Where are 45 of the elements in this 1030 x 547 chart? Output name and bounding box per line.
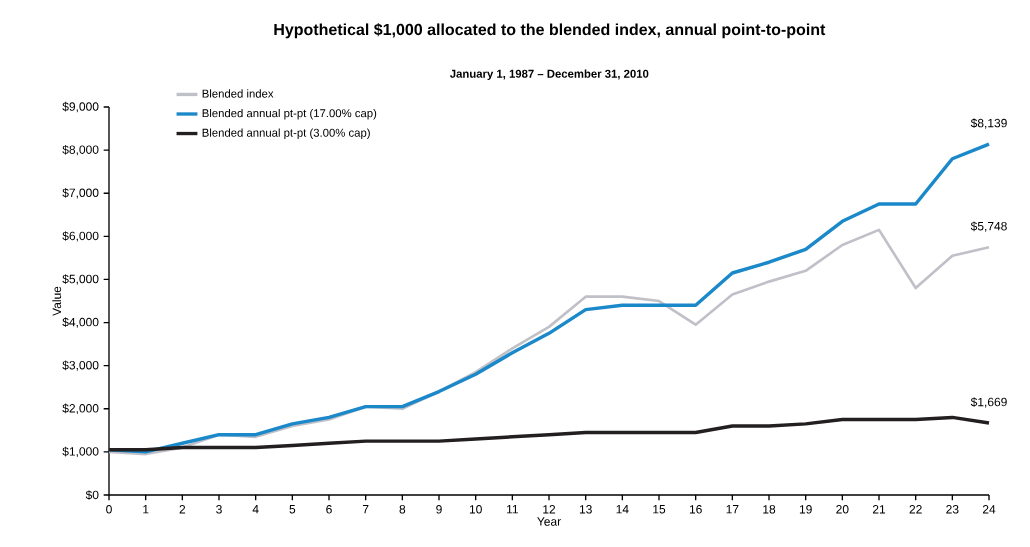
x-tick-label: 12 bbox=[543, 505, 556, 514]
chart-title: Hypothetical $1,000 allocated to the blended index, annual point-to-point bbox=[274, 23, 826, 39]
y-tick-label: $1,000 bbox=[62, 446, 99, 458]
data-label: $1,669 bbox=[970, 397, 1007, 408]
x-tick-label: 2 bbox=[179, 505, 186, 514]
x-tick-label: 4 bbox=[252, 505, 259, 514]
y-tick-label: $8,000 bbox=[62, 144, 99, 156]
legend-label: Blended index bbox=[202, 89, 274, 98]
x-tick-label: 10 bbox=[469, 505, 482, 514]
y-tick-label: $4,000 bbox=[62, 317, 99, 328]
x-tick-label: 9 bbox=[436, 505, 442, 514]
chart-subtitle: January 1, 1987 – December 31, 2010 bbox=[449, 69, 649, 81]
x-tick-label: 17 bbox=[726, 505, 739, 514]
x-tick-label: 3 bbox=[216, 505, 222, 514]
y-tick-label: $0 bbox=[85, 490, 99, 500]
x-tick-label: 21 bbox=[872, 505, 886, 514]
data-label: $5,748 bbox=[970, 221, 1007, 232]
x-tick-label: 23 bbox=[946, 505, 959, 514]
x-tick-label: 0 bbox=[106, 505, 112, 514]
x-tick-label: 7 bbox=[362, 505, 369, 514]
y-tick-label: $2,000 bbox=[62, 403, 99, 414]
x-tick-label: 15 bbox=[653, 505, 666, 514]
x-tick-label: 20 bbox=[836, 505, 849, 514]
x-tick-label: 22 bbox=[909, 505, 922, 514]
x-axis-title: Year bbox=[537, 517, 561, 526]
x-tick-label: 18 bbox=[763, 505, 776, 514]
data-label: $8,139 bbox=[970, 118, 1007, 129]
x-tick-label: 6 bbox=[326, 505, 332, 514]
y-tick-label: $3,000 bbox=[62, 360, 99, 371]
x-tick-label: 24 bbox=[982, 505, 996, 514]
x-tick-label: 16 bbox=[689, 505, 702, 514]
y-tick-label: $6,000 bbox=[62, 231, 99, 242]
x-tick-label: 19 bbox=[799, 505, 812, 514]
x-tick-label: 13 bbox=[579, 505, 592, 514]
y-tick-label: $7,000 bbox=[62, 188, 99, 199]
x-tick-label: 1 bbox=[143, 505, 149, 514]
legend-label: Blended annual pt-pt (3.00% cap) bbox=[202, 128, 370, 139]
x-tick-label: 8 bbox=[399, 505, 406, 514]
legend-label: Blended annual pt-pt (17.00% cap) bbox=[202, 108, 377, 120]
x-tick-label: 11 bbox=[507, 505, 518, 514]
y-axis-title: Value bbox=[52, 286, 62, 316]
x-tick-label: 14 bbox=[616, 505, 629, 514]
y-tick-label: $5,000 bbox=[62, 274, 99, 285]
y-tick-label: $9,000 bbox=[62, 101, 99, 113]
x-tick-label: 5 bbox=[289, 505, 296, 514]
